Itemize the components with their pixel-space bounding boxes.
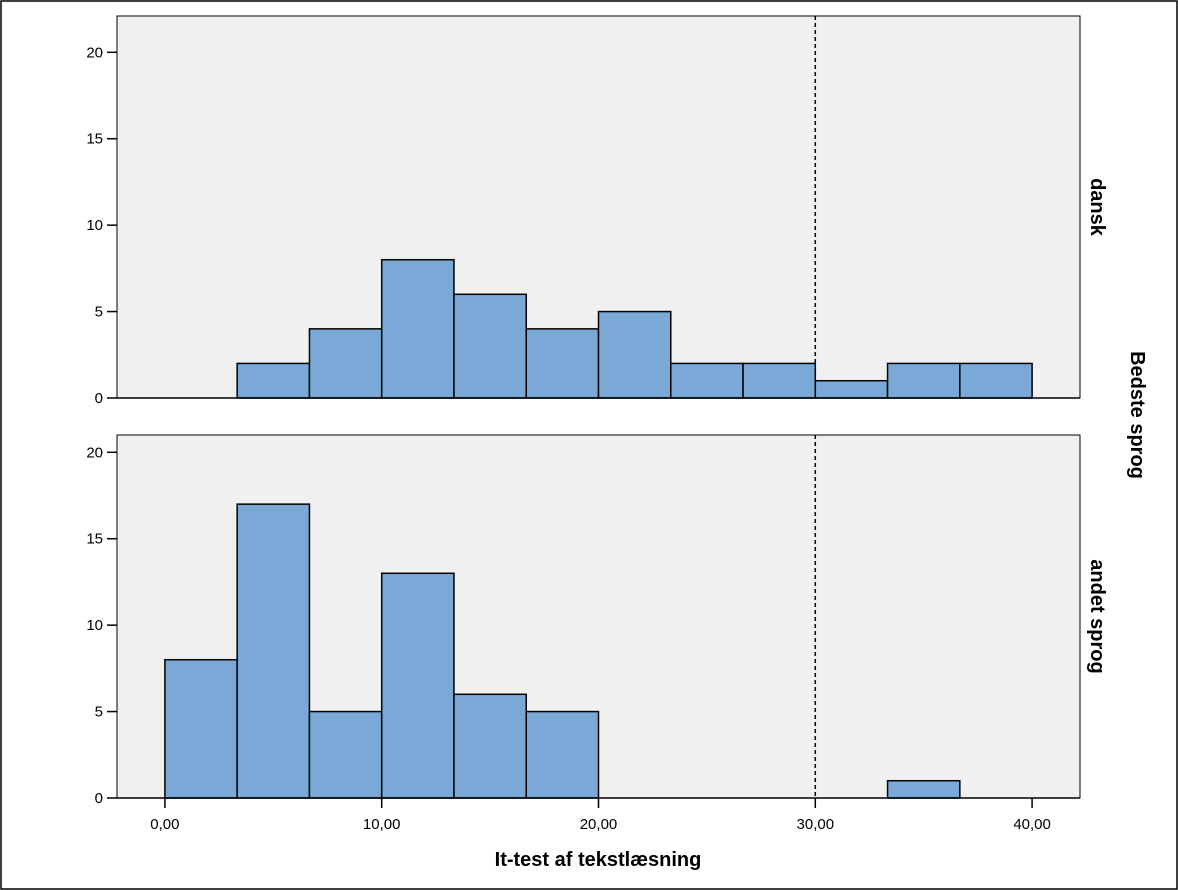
y-tick-label: 15 [86, 531, 103, 548]
y-tick-label: 0 [95, 790, 103, 807]
x-tick-label: 40,00 [1013, 816, 1051, 833]
y-tick-label: 20 [86, 444, 103, 461]
bar [236, 503, 311, 799]
x-tick-label: 0,00 [150, 816, 179, 833]
bar [597, 310, 672, 399]
bar [886, 362, 961, 399]
bar [380, 258, 455, 399]
bar [959, 362, 1033, 399]
y-tick-label: 20 [86, 44, 103, 61]
bar [164, 658, 238, 799]
x-axis-label: It-test af tekstlæsning [495, 849, 702, 871]
x-tick-label: 10,00 [363, 816, 401, 833]
bar [814, 379, 889, 399]
bar [308, 328, 383, 399]
y-tick-label: 5 [95, 304, 103, 321]
bar [742, 362, 817, 399]
x-tick-label: 20,00 [580, 816, 618, 833]
bar [525, 328, 600, 399]
y-tick-label: 10 [86, 217, 103, 234]
bar [525, 710, 600, 799]
bar [236, 362, 311, 399]
bar [453, 693, 527, 799]
y-tick-label: 15 [86, 131, 103, 148]
bar [308, 710, 383, 799]
bar [670, 362, 744, 399]
y-tick-label: 10 [86, 617, 103, 634]
y-tick-label: 0 [95, 390, 103, 407]
x-tick-label: 30,00 [797, 816, 835, 833]
y-tick-label: 5 [95, 704, 103, 721]
bar [380, 572, 455, 799]
facet-label: andet sprog [1086, 559, 1108, 673]
bar [453, 293, 527, 399]
facet-label: dansk [1086, 178, 1108, 237]
bar [886, 779, 961, 799]
facet-axis-label: Bedste sprog [1126, 351, 1148, 479]
